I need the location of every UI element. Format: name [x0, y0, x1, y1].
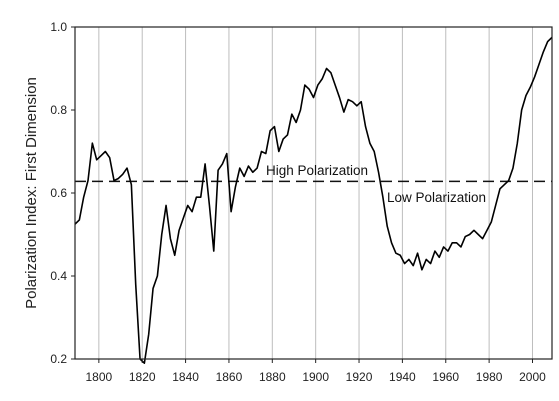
polarization-series-line [74, 36, 553, 364]
x-tick-label-1800: 1800 [85, 370, 112, 384]
y-tick-label-0.6: 0.6 [50, 186, 67, 200]
y-tick-label-1: 1.0 [50, 20, 67, 34]
x-tick-label-1980: 1980 [476, 370, 503, 384]
axis-ticks [71, 26, 533, 363]
x-tick-label-1900: 1900 [302, 370, 329, 384]
y-axis-tick-labels: 0.2 0.4 0.6 0.8 1.0 [50, 20, 67, 366]
x-axis-tick-labels: 1800 1820 1840 1860 1880 1900 1920 1940 1960 1980… [85, 370, 546, 384]
x-tick-label-1920: 1920 [346, 370, 373, 384]
y-tick-label-0.4: 0.4 [50, 269, 67, 283]
x-tick-label-1880: 1880 [259, 370, 286, 384]
y-tick-label-0.8: 0.8 [50, 103, 67, 117]
low-polarization-label: Low Polarization [387, 190, 486, 205]
y-axis-label: Polarization Index: First Dimension [23, 77, 40, 309]
y-tick-label-0.2: 0.2 [50, 352, 67, 366]
x-tick-label-1940: 1940 [389, 370, 416, 384]
x-tick-label-1960: 1960 [432, 370, 459, 384]
x-tick-label-1820: 1820 [129, 370, 156, 384]
high-polarization-label: High Polarization [266, 163, 368, 178]
x-tick-label-1860: 1860 [216, 370, 243, 384]
x-tick-label-1840: 1840 [172, 370, 199, 384]
x-tick-label-2000: 2000 [519, 370, 546, 384]
